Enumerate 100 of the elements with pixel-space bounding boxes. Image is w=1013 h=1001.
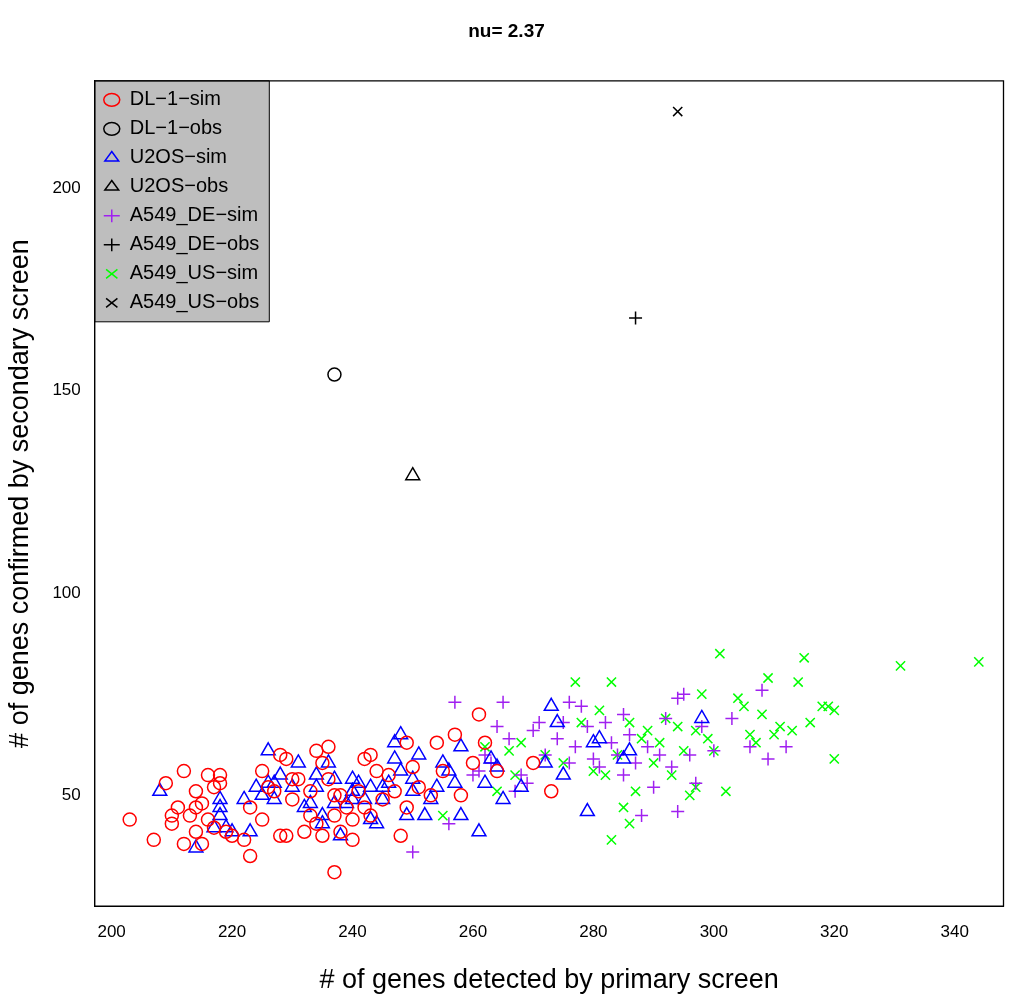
point bbox=[628, 310, 643, 326]
point bbox=[437, 810, 449, 821]
point bbox=[973, 656, 985, 668]
point bbox=[822, 700, 834, 712]
point bbox=[642, 725, 653, 736]
y-tick-label: 150 bbox=[52, 380, 81, 400]
point bbox=[696, 688, 708, 700]
point bbox=[594, 705, 605, 716]
point bbox=[798, 652, 810, 664]
point bbox=[515, 737, 527, 749]
legend-label: A549_DE−sim bbox=[129, 203, 259, 227]
point bbox=[750, 737, 762, 749]
point bbox=[628, 755, 643, 771]
legend-label: U2OS−obs bbox=[129, 174, 229, 197]
point bbox=[550, 731, 565, 746]
legend-label: A549_US−obs bbox=[129, 290, 260, 314]
point bbox=[327, 367, 342, 382]
x-axis-title: # of genes detected by primary screen bbox=[319, 964, 779, 995]
point bbox=[670, 804, 685, 819]
point bbox=[652, 747, 667, 763]
point bbox=[895, 660, 906, 672]
x-tick-label: 260 bbox=[458, 922, 488, 942]
point bbox=[405, 844, 420, 860]
legend-label: DL−1−sim bbox=[129, 87, 221, 110]
x-tick-label: 240 bbox=[338, 922, 367, 942]
point bbox=[732, 692, 744, 704]
point bbox=[672, 721, 684, 732]
point bbox=[670, 690, 685, 706]
point bbox=[606, 834, 617, 846]
point bbox=[744, 729, 756, 740]
point bbox=[580, 719, 595, 734]
point bbox=[724, 711, 740, 726]
point bbox=[568, 739, 583, 755]
point bbox=[666, 769, 678, 781]
point bbox=[447, 695, 463, 710]
point bbox=[754, 682, 770, 698]
point bbox=[742, 739, 758, 755]
point bbox=[630, 785, 641, 797]
x-tick-label: 300 bbox=[699, 922, 729, 942]
y-axis-title: # of genes confirmed by secondary screen bbox=[3, 239, 34, 748]
point bbox=[688, 775, 704, 791]
point bbox=[792, 676, 804, 688]
point bbox=[598, 715, 613, 730]
point bbox=[786, 725, 798, 736]
point bbox=[720, 785, 732, 797]
point bbox=[828, 753, 840, 765]
point bbox=[616, 767, 631, 783]
point bbox=[531, 715, 547, 730]
point bbox=[816, 700, 828, 712]
point bbox=[768, 729, 780, 740]
point bbox=[501, 731, 517, 746]
point bbox=[760, 751, 776, 767]
point bbox=[624, 717, 635, 728]
chart-title: nu= 2.37 bbox=[468, 19, 545, 41]
point bbox=[654, 737, 665, 749]
point bbox=[606, 676, 617, 688]
x-tick-label: 340 bbox=[940, 922, 969, 942]
point bbox=[738, 700, 750, 712]
point bbox=[604, 735, 619, 750]
point bbox=[676, 686, 691, 702]
point bbox=[690, 725, 702, 736]
point bbox=[702, 733, 714, 745]
y-tick-label: 100 bbox=[52, 582, 81, 602]
point bbox=[441, 816, 457, 831]
point bbox=[624, 818, 635, 830]
point bbox=[562, 695, 577, 710]
point bbox=[525, 723, 541, 738]
point bbox=[600, 769, 611, 781]
point bbox=[714, 648, 726, 660]
point bbox=[684, 789, 696, 801]
point bbox=[616, 707, 631, 722]
point bbox=[828, 705, 840, 716]
point bbox=[646, 780, 661, 795]
point bbox=[557, 757, 569, 769]
point bbox=[774, 721, 786, 732]
point bbox=[618, 802, 629, 813]
legend-label: U2OS−sim bbox=[129, 145, 228, 168]
point bbox=[622, 727, 637, 742]
point bbox=[588, 765, 599, 777]
x-tick-label: 200 bbox=[97, 922, 126, 942]
x-tick-label: 320 bbox=[820, 922, 849, 942]
point bbox=[636, 733, 647, 745]
point bbox=[694, 719, 710, 734]
point bbox=[672, 106, 684, 117]
point bbox=[491, 785, 503, 797]
point bbox=[503, 745, 515, 757]
point bbox=[762, 672, 774, 684]
point bbox=[509, 769, 521, 781]
point bbox=[640, 739, 655, 755]
point bbox=[576, 717, 587, 728]
point bbox=[664, 759, 679, 775]
y-tick-label: 200 bbox=[52, 178, 81, 198]
point bbox=[690, 781, 702, 793]
point bbox=[489, 719, 505, 734]
point bbox=[756, 709, 768, 720]
legend-label: DL−1−obs bbox=[129, 116, 223, 139]
point bbox=[556, 715, 571, 730]
point bbox=[574, 699, 589, 714]
legend-label: A549_US−sim bbox=[129, 261, 259, 285]
point bbox=[471, 763, 487, 779]
